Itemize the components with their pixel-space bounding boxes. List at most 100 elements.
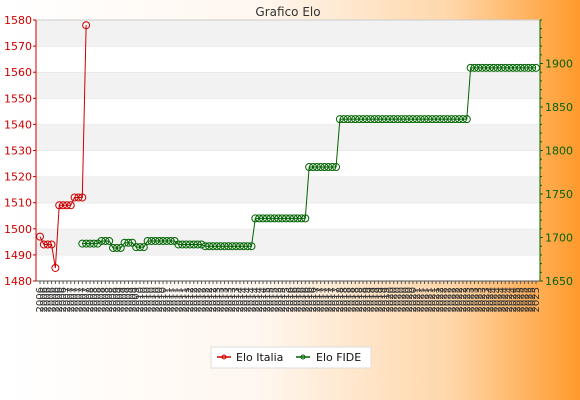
elo-fide-point (489, 63, 498, 72)
x-tick-label: 2022 (458, 287, 469, 312)
x-tick-label: 2010 (143, 287, 154, 312)
x-tick-label: 2016 (289, 287, 300, 312)
chart-title: Grafico Elo (255, 5, 320, 19)
grid-band (36, 46, 540, 73)
x-tick-label: 2023 (473, 287, 484, 312)
x-tick-label: 2007 (62, 287, 73, 312)
elo-fide-point (358, 115, 367, 124)
x-tick-label: 2017 (323, 287, 334, 312)
x-tick-label: 2019 (377, 287, 388, 312)
x-tick-label: 2020 (400, 287, 411, 312)
elo-fide-point (182, 240, 191, 249)
elo-fide-point (401, 115, 410, 124)
elo-fide-point (355, 115, 364, 124)
legend-marker-italia-dot (221, 354, 227, 360)
elo-italia-point (39, 240, 48, 249)
elo-fide-point (220, 242, 229, 251)
elo-fide-point (282, 214, 291, 223)
elo-fide-point (201, 242, 210, 251)
legend-box (210, 346, 372, 369)
x-tick-label: 2012 (208, 287, 219, 312)
elo-fide-point (162, 236, 171, 245)
x-tick-label: 2011 (166, 287, 177, 312)
grid-band (36, 72, 540, 99)
elo-italia-point (62, 201, 71, 210)
x-tick-label: 2025 (516, 287, 527, 312)
elo-fide-point (389, 115, 398, 124)
elo-fide-point (278, 214, 287, 223)
elo-fide-point (408, 115, 417, 124)
elo-fide-point (316, 163, 325, 172)
elo-fide-point (247, 242, 256, 251)
x-tick-label: 2011 (170, 287, 181, 312)
elo-fide-point (112, 243, 121, 252)
elo-fide-point (239, 242, 248, 251)
x-tick-label: 2010 (135, 287, 146, 312)
x-tick-label: 2016 (300, 287, 311, 312)
elo-fide-point (482, 63, 491, 72)
elo-fide-point (178, 240, 187, 249)
elo-fide-point (228, 242, 237, 251)
elo-fide-point (474, 63, 483, 72)
left-tick-label: 1550 (4, 92, 32, 105)
x-tick-label: 2006 (58, 287, 69, 312)
elo-fide-point (516, 63, 525, 72)
x-tick-label: 2014 (250, 287, 261, 312)
elo-fide-point (470, 63, 479, 72)
left-tick-label: 1500 (4, 223, 32, 236)
elo-fide-point (428, 115, 437, 124)
elo-fide-point (485, 63, 494, 72)
x-tick-label: 2012 (204, 287, 215, 312)
x-tick-label: 2011 (181, 287, 192, 312)
x-tick-label: 2015 (281, 287, 292, 312)
right-tick-label: 1700 (545, 232, 573, 245)
x-tick-label: 2014 (254, 287, 265, 312)
x-tick-label: 2023 (466, 287, 477, 312)
x-tick-label: 2007 (81, 287, 92, 312)
x-tick-label: 2018 (354, 287, 365, 312)
x-tick-label: 2022 (450, 287, 461, 312)
elo-fide-point (166, 236, 175, 245)
elo-fide-point (224, 242, 233, 251)
elo-fide-point (212, 242, 221, 251)
x-tick-label: 2014 (246, 287, 257, 312)
elo-fide-point (274, 214, 283, 223)
elo-fide-point (78, 239, 87, 248)
x-tick-label: 2015 (277, 287, 288, 312)
elo-fide-point (416, 115, 425, 124)
elo-fide-point (374, 115, 383, 124)
grid-band (36, 254, 540, 281)
x-tick-label: 2013 (223, 287, 234, 312)
elo-fide-point (462, 115, 471, 124)
elo-italia-point (36, 232, 44, 241)
elo-fide-point (116, 243, 125, 252)
elo-fide-point (347, 115, 356, 124)
elo-fide-point (243, 242, 252, 251)
x-tick-label: 2015 (273, 287, 284, 312)
x-tick-label: 2009 (127, 287, 138, 312)
x-axis-ticks: 2006200620062006200620062006200720072007… (35, 281, 542, 312)
left-tick-label: 1580 (4, 14, 32, 27)
x-tick-label: 2017 (331, 287, 342, 312)
elo-fide-point (366, 115, 375, 124)
x-tick-label: 2017 (320, 287, 331, 312)
elo-fide-point (97, 236, 106, 245)
elo-fide-point (528, 63, 537, 72)
x-tick-label: 2022 (443, 287, 454, 312)
x-tick-label: 2010 (147, 287, 158, 312)
x-tick-label: 2007 (66, 287, 77, 312)
x-tick-label: 2010 (139, 287, 150, 312)
elo-fide-point (132, 243, 141, 252)
elo-fide-point (255, 214, 264, 223)
left-tick-label: 1530 (4, 145, 32, 158)
x-tick-label: 2024 (493, 287, 504, 312)
x-tick-label: 2016 (296, 287, 307, 312)
elo-fide-point (197, 240, 206, 249)
left-tick-label: 1490 (4, 249, 32, 262)
x-tick-label: 2012 (185, 287, 196, 312)
x-tick-label: 2016 (304, 287, 315, 312)
x-tick-label: 2020 (393, 287, 404, 312)
elo-fide-point (135, 243, 144, 252)
x-tick-label: 2019 (370, 287, 381, 312)
elo-italia-point (66, 201, 75, 210)
